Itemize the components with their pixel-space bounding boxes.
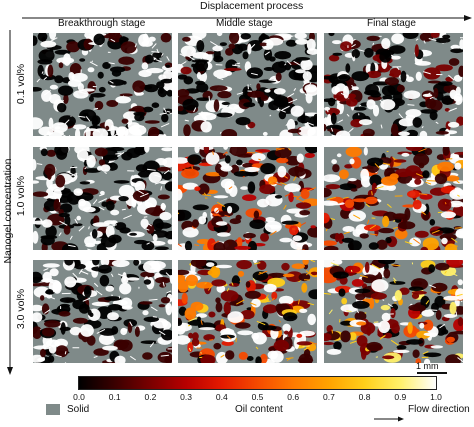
pore-panel-r0-c1 [178, 33, 317, 136]
colorbar-tick: 0.1 [109, 392, 121, 402]
column-header-breakthrough: Breakthrough stage [58, 18, 145, 29]
colorbar-tick: 0.8 [359, 392, 371, 402]
flow-direction-arrow [374, 409, 404, 415]
colorbar-tick: 0.2 [144, 392, 156, 402]
scale-bar-label: 1 mm [416, 361, 439, 371]
pore-panel-r0-c0 [33, 33, 172, 136]
colorbar-tick: 0.5 [252, 392, 264, 402]
pore-panel-r2-c0 [33, 260, 172, 363]
pore-panel-r1-c2 [324, 147, 463, 250]
left-axis-label: Nanogel concentration [2, 151, 14, 271]
top-axis-arrow [22, 9, 472, 17]
pore-panel-r0-c2 [324, 33, 463, 136]
colorbar-tick: 0.4 [216, 392, 228, 402]
column-header-middle: Middle stage [216, 18, 273, 29]
row-label-3-0: 3.0 vol% [15, 284, 27, 334]
pore-panel-r1-c1 [178, 147, 317, 250]
colorbar-tick: 0.6 [287, 392, 299, 402]
row-label-0-1: 0.1 vol% [15, 59, 27, 109]
scale-bar [417, 372, 447, 374]
column-header-final: Final stage [367, 18, 416, 29]
colorbar-tick: 0.7 [323, 392, 335, 402]
colorbar-tick: 1.0 [430, 392, 442, 402]
colorbar-title: Oil content [235, 404, 283, 415]
oil-content-colorbar [78, 376, 437, 390]
colorbar-tick: 0.9 [394, 392, 406, 402]
colorbar-tick: 0.0 [73, 392, 85, 402]
colorbar-tick: 0.3 [180, 392, 192, 402]
solid-label: Solid [67, 404, 89, 415]
flow-direction-label: Flow direction [408, 404, 470, 415]
row-label-1-0: 1.0 vol% [15, 171, 27, 221]
solid-swatch [46, 404, 60, 415]
pore-panel-r2-c2 [324, 260, 463, 363]
pore-panel-r2-c1 [178, 260, 317, 363]
pore-panel-r1-c0 [33, 147, 172, 250]
